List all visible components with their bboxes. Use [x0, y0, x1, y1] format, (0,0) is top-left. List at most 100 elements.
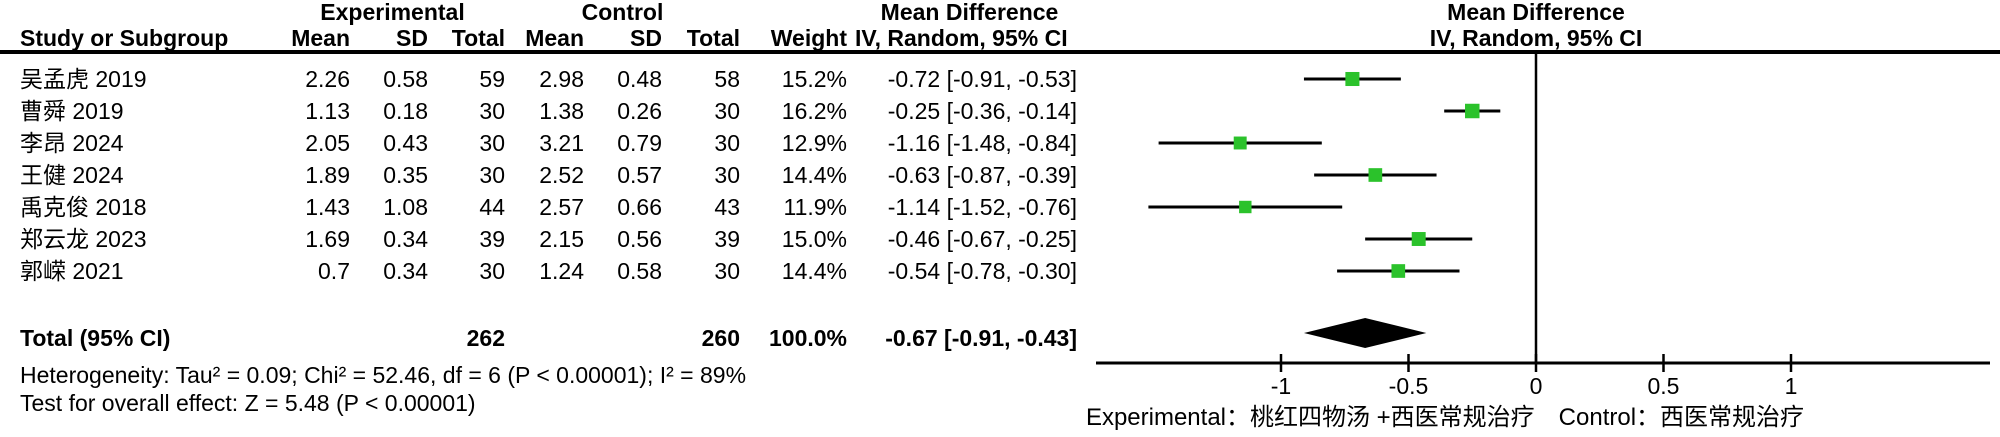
study-ctl-total: 30: [714, 162, 740, 188]
study-weight: 12.9%: [781, 130, 847, 156]
effect-square: [1368, 168, 1383, 182]
study-name: 郭嵘 2021: [20, 258, 124, 284]
effect-square: [1233, 136, 1247, 150]
axis-tick-label: 0.5: [1648, 373, 1680, 399]
study-weight: 16.2%: [781, 98, 847, 124]
study-md-ci: -0.46 [-0.67, -0.25]: [887, 226, 1077, 252]
study-ctl-total: 30: [714, 98, 740, 124]
study-ctl-sd: 0.26: [617, 98, 662, 124]
axis-tick-label: -1: [1271, 373, 1291, 399]
total-md-ci: -0.67 [-0.91, -0.43]: [885, 325, 1077, 351]
study-ctl-mean: 2.15: [539, 226, 584, 252]
study-md-ci: -0.54 [-0.78, -0.30]: [887, 258, 1077, 284]
study-ctl-sd: 0.79: [617, 130, 662, 156]
header-rule: [0, 50, 2000, 54]
study-exp-sd: 0.58: [383, 66, 428, 92]
study-exp-mean: 1.13: [305, 98, 350, 124]
col-header-ctl-mean: Mean: [525, 25, 584, 51]
study-name: 郑云龙 2023: [20, 226, 147, 252]
study-ctl-sd: 0.58: [617, 258, 662, 284]
study-ctl-total: 30: [714, 258, 740, 284]
experimental-group-header: Experimental: [320, 0, 465, 25]
study-weight: 15.2%: [781, 66, 847, 92]
study-exp-mean: 2.05: [305, 130, 350, 156]
study-name: 李昂 2024: [20, 130, 124, 156]
col-header-weight: Weight: [770, 25, 847, 51]
study-exp-sd: 1.08: [383, 194, 428, 220]
study-exp-total: 30: [479, 130, 505, 156]
study-md-ci: -0.25 [-0.36, -0.14]: [887, 98, 1077, 124]
study-weight: 11.9%: [783, 194, 847, 220]
study-md-ci: -1.14 [-1.52, -0.76]: [887, 194, 1077, 220]
study-md-ci: -0.63 [-0.87, -0.39]: [887, 162, 1077, 188]
study-ctl-sd: 0.57: [617, 162, 662, 188]
study-ctl-sd: 0.66: [617, 194, 662, 220]
study-ctl-mean: 3.21: [539, 130, 584, 156]
study-exp-sd: 0.34: [383, 258, 428, 284]
study-ctl-total: 58: [714, 66, 740, 92]
study-exp-sd: 0.43: [383, 130, 428, 156]
study-ctl-total: 30: [714, 130, 740, 156]
col-header-ctl-total: Total: [686, 25, 740, 51]
total-label: Total (95% CI): [20, 325, 171, 351]
study-exp-mean: 0.7: [318, 258, 350, 284]
effect-square: [1345, 71, 1360, 87]
study-ctl-mean: 1.38: [539, 98, 584, 124]
plot-effect-header: Mean Difference: [1447, 0, 1625, 25]
study-name: 王健 2024: [20, 162, 124, 188]
col-header-exp-sd: SD: [396, 25, 428, 51]
study-name: 吴孟虎 2019: [20, 66, 147, 92]
study-exp-mean: 1.89: [305, 162, 350, 188]
study-md-ci: -1.16 [-1.48, -0.84]: [887, 130, 1077, 156]
mean-difference-column-header: Mean Difference: [880, 0, 1059, 25]
study-exp-total: 44: [479, 194, 505, 220]
total-weight: 100.0%: [768, 325, 847, 351]
study-weight: 14.4%: [781, 258, 847, 284]
control-group-header: Control: [581, 0, 664, 25]
total-exp-total: 262: [466, 325, 505, 351]
axis-tick-label: -0.5: [1389, 373, 1429, 399]
study-ctl-mean: 2.52: [539, 162, 584, 188]
plot-method-header: IV, Random, 95% CI: [1429, 25, 1643, 51]
study-ctl-sd: 0.56: [617, 226, 662, 252]
study-exp-mean: 2.26: [305, 66, 350, 92]
study-ctl-mean: 1.24: [539, 258, 584, 284]
pooled-diamond: [1303, 318, 1427, 348]
study-exp-total: 30: [479, 98, 505, 124]
effect-square: [1391, 264, 1406, 278]
study-ctl-mean: 2.57: [539, 194, 584, 220]
axis-tick-label: 1: [1785, 373, 1798, 399]
study-exp-sd: 0.35: [383, 162, 428, 188]
col-header-ctl-sd: SD: [630, 25, 662, 51]
study-exp-total: 59: [479, 66, 505, 92]
study-ctl-sd: 0.48: [617, 66, 662, 92]
effect-square: [1239, 200, 1252, 214]
study-ctl-total: 39: [714, 226, 740, 252]
study-exp-total: 39: [479, 226, 505, 252]
study-ctl-mean: 2.98: [539, 66, 584, 92]
overall-effect-stat: Test for overall effect: Z = 5.48 (P < 0…: [20, 390, 476, 416]
study-exp-total: 30: [479, 162, 505, 188]
effect-square: [1465, 103, 1480, 119]
col-header-method: IV, Random, 95% CI: [855, 25, 1068, 51]
heterogeneity-stat: Heterogeneity: Tau² = 0.09; Chi² = 52.46…: [20, 362, 747, 388]
study-weight: 14.4%: [781, 162, 847, 188]
axis-tick-label: 0: [1530, 373, 1543, 399]
study-weight: 15.0%: [781, 226, 847, 252]
total-ctl-total: 260: [701, 325, 740, 351]
col-header-exp-total: Total: [451, 25, 505, 51]
study-md-ci: -0.72 [-0.91, -0.53]: [887, 66, 1077, 92]
study-ctl-total: 43: [714, 194, 740, 220]
study-name: 禹克俊 2018: [20, 194, 147, 220]
treatment-footnote: Experimental：桃红四物汤 +西医常规治疗 Control：西医常规治…: [1085, 404, 1805, 431]
effect-square: [1411, 232, 1426, 246]
study-name: 曹舜 2019: [20, 98, 124, 124]
study-exp-mean: 1.69: [305, 226, 350, 252]
study-exp-mean: 1.43: [305, 194, 350, 220]
col-header-exp-mean: Mean: [291, 25, 350, 51]
col-header-study: Study or Subgroup: [20, 25, 229, 51]
study-exp-total: 30: [479, 258, 505, 284]
study-exp-sd: 0.18: [383, 98, 428, 124]
